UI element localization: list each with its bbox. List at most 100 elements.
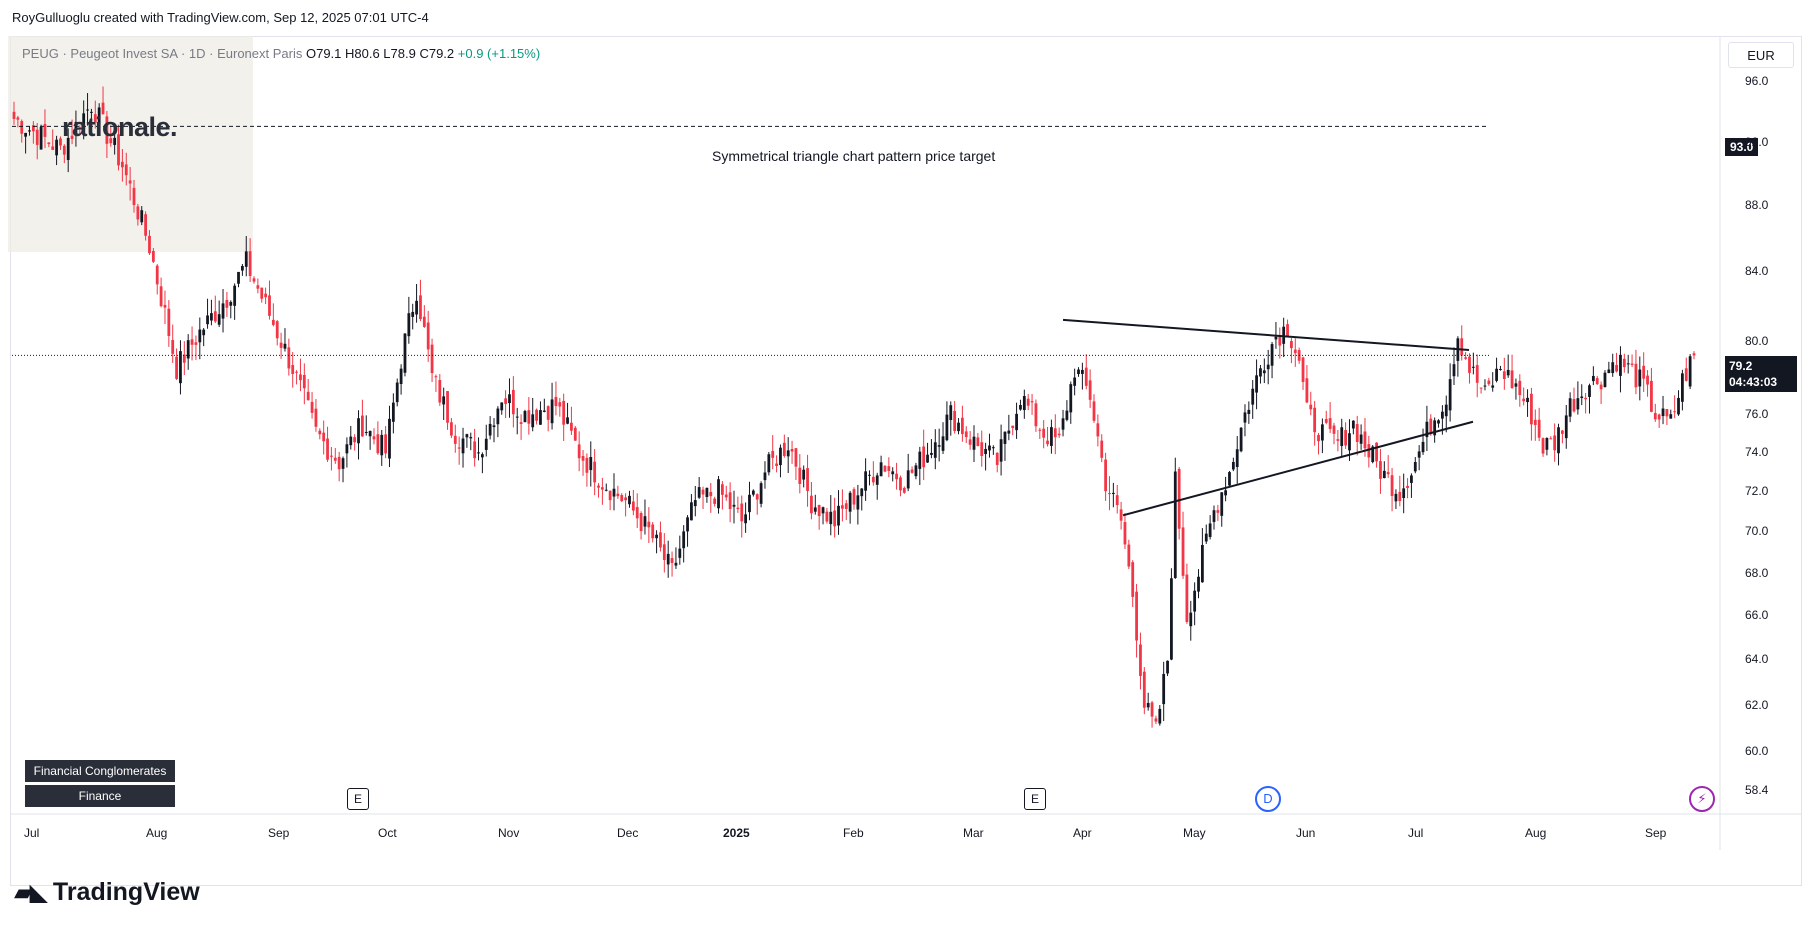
candle-body [1224,490,1228,496]
candle-body [589,457,593,471]
candle-body [163,304,167,308]
candle-body [120,161,124,168]
candle-body [1220,492,1224,516]
time-tick-label: Feb [843,826,864,840]
time-tick-label: Nov [498,826,520,840]
candle-body [82,113,86,130]
candle-body [217,314,221,325]
candle-body [678,548,682,558]
candle-body [1022,396,1026,411]
candle-body [1425,421,1429,438]
candle-body [51,146,55,150]
candle-body [922,446,926,468]
earnings-event-icon[interactable]: E [347,788,369,810]
industry-tag[interactable]: Finance [25,785,175,807]
candle-body [155,265,159,285]
candle-body [39,126,43,150]
candle-body [1506,369,1510,376]
candle-body [140,210,144,223]
candle-body [256,285,260,289]
time-tick-label: Dec [617,826,639,840]
candle-body [1518,380,1522,396]
candle-body [957,422,960,432]
candle-body [128,180,132,184]
time-tick-label: Aug [146,826,168,840]
candle-body [151,250,155,262]
price-target-annotation[interactable]: Symmetrical triangle chart pattern price… [712,148,996,164]
candle-body [442,396,446,405]
candle-body [229,301,233,306]
candle-body [1495,368,1498,381]
candle-body [1487,380,1491,385]
candle-body [813,507,817,512]
candle-body [330,455,333,457]
candle-body [728,492,732,510]
triangle-upper-trendline [1062,318,1470,352]
candle-body [376,434,380,454]
candle-body [759,483,763,504]
candle-body [519,422,523,424]
currency-selector[interactable]: EUR [1728,42,1794,68]
candle-body [1607,369,1611,373]
candle-body [1251,388,1255,405]
candle-body [1274,336,1278,340]
candle-body [1100,440,1104,458]
candle-body [1483,385,1487,387]
candle-body [1092,401,1096,421]
lightning-event-icon[interactable]: ⚡ [1689,786,1715,812]
candle-body [1069,384,1073,413]
candle-body [446,391,449,423]
candle-body [631,501,635,511]
candle-body [395,382,399,403]
candle-body [1560,430,1564,434]
symbol-description[interactable]: PEUG · Peugeot Invest SA · 1D · Euronext… [22,46,303,61]
candle-body [817,504,821,517]
candle-body [829,511,833,525]
candle-body [1576,398,1580,410]
candle-body [198,329,202,343]
earnings-event-icon[interactable]: E [1024,788,1046,810]
candle-body [581,455,585,461]
candle-body [1526,397,1529,403]
candle-body [175,356,178,379]
price-tick-label: 58.4 [1745,782,1769,797]
candle-body [1568,398,1572,417]
candle-body [771,450,775,458]
candle-body [1050,427,1053,446]
candle-body [333,457,337,461]
candle-body [1591,375,1595,382]
candle-body [918,451,922,469]
candle-body [1262,370,1266,374]
candle-body [941,436,945,451]
candle-body [368,430,372,437]
time-tick-label: Jun [1296,826,1316,840]
candle-body [1665,409,1669,417]
candle-body [682,531,686,549]
sector-tag[interactable]: Financial Conglomerates [25,760,175,782]
candle-body [1131,562,1135,597]
candle-body [980,442,984,456]
candle-body [1650,380,1653,412]
candle-body [1073,377,1077,386]
candle-body [1127,544,1131,567]
tradingview-logo[interactable]: ▰◣ TradingView [14,878,200,907]
candle-body [666,553,670,565]
candle-body [945,414,949,441]
candle-body [1421,441,1425,453]
candle-body [93,114,97,123]
time-tick-label: Mar [963,826,984,840]
candle-body [1057,433,1061,436]
candle-body [1363,431,1367,449]
candle-body [1429,418,1433,435]
price-tick-label: 64.0 [1745,652,1769,667]
dividend-event-icon[interactable]: D [1255,786,1281,812]
candle-body [391,402,395,422]
time-tick-label: Oct [378,826,397,840]
candle-body [264,293,268,298]
candle-body [744,514,748,524]
candle-body [62,145,66,155]
price-tick-label: 76.0 [1745,407,1769,422]
candle-body [1584,397,1588,400]
candle-body [883,465,887,472]
